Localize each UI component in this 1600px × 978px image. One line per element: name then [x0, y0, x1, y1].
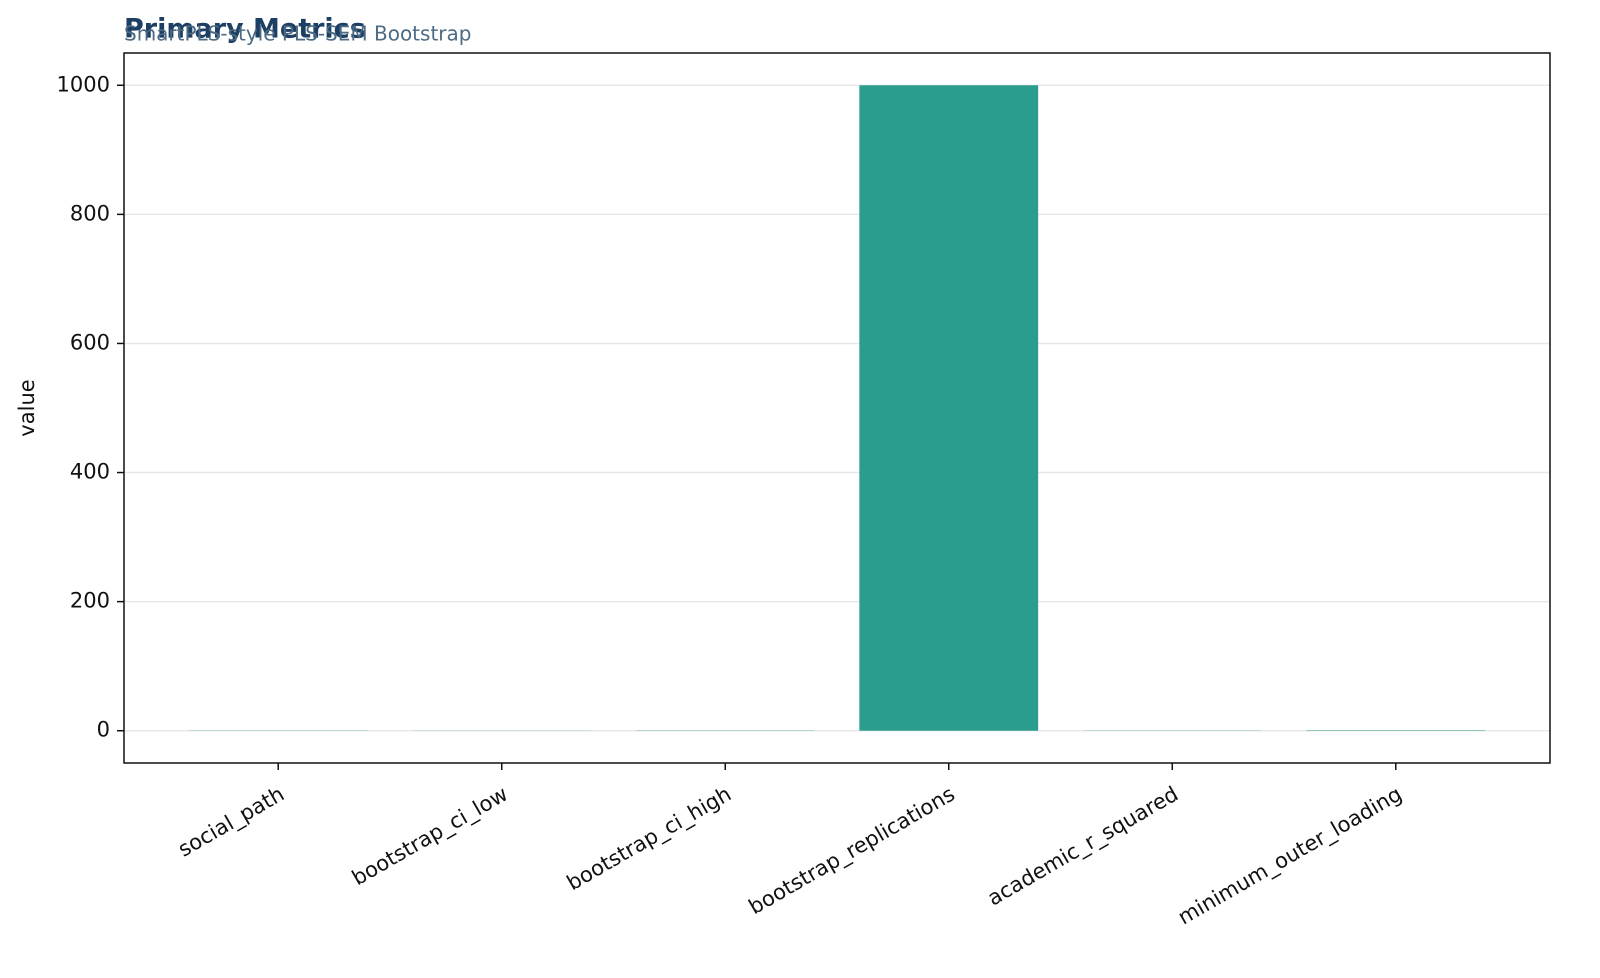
y-tick-label: 800: [70, 201, 110, 225]
y-axis-label: value: [15, 379, 39, 436]
bar: [859, 85, 1039, 731]
x-tick-label: social_path: [174, 782, 289, 863]
x-tick-label: bootstrap_ci_low: [348, 782, 513, 891]
x-tick-label: bootstrap_replications: [745, 782, 960, 920]
y-tick-label: 200: [70, 589, 110, 613]
plot-frame: [123, 52, 1551, 764]
x-tick-label: bootstrap_ci_high: [563, 782, 736, 896]
y-tick-label: 1000: [57, 72, 110, 96]
chart-title: Primary Metrics: [124, 14, 366, 45]
y-tick-label: 0: [97, 718, 110, 742]
chart-subtitle: SmartPLS-style PLS-SEM Bootstrap: [124, 22, 471, 46]
x-tick-label: academic_r_squared: [983, 782, 1182, 912]
x-tick-label: minimum_outer_loading: [1174, 782, 1406, 931]
y-tick-label: 400: [70, 460, 110, 484]
y-tick-label: 600: [70, 330, 110, 354]
